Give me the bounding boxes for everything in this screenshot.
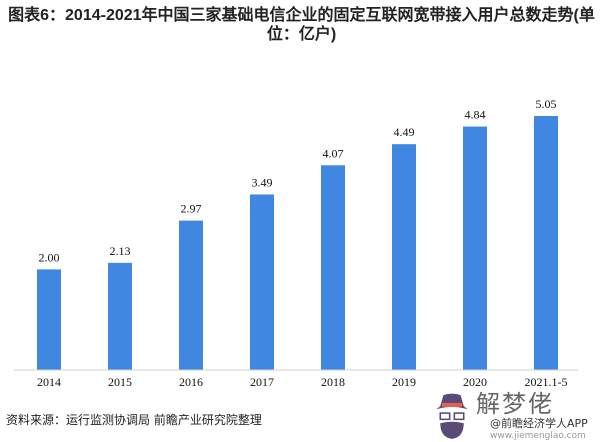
bars-group: 2.00 2014 2.13 2015 2.97 2016 3.49 2017 4.07 2018…: [37, 97, 568, 389]
data-label: 3.49: [252, 175, 273, 189]
data-label: 4.49: [394, 125, 415, 139]
source-note: 资料来源：运行监测协调局 前瞻产业研究院整理: [6, 413, 262, 427]
x-tick-label: 2016: [179, 375, 203, 389]
x-tick-label: 2017: [250, 375, 274, 389]
x-tick-label: 2019: [392, 375, 416, 389]
data-label: 4.84: [465, 108, 486, 122]
x-tick-label: 2018: [321, 375, 345, 389]
data-label: 4.07: [323, 146, 344, 160]
watermark-brand: 解梦佬: [476, 390, 554, 418]
x-tick-label: 2015: [108, 375, 132, 389]
bar-2017: [250, 194, 274, 370]
mascot-logo-icon: [436, 393, 468, 439]
watermark-handle: @前瞻经济学人APP: [490, 417, 588, 430]
data-label: 2.97: [181, 202, 202, 216]
data-label: 2.00: [39, 250, 60, 264]
bar-2018: [321, 165, 345, 370]
bar-2020: [463, 126, 487, 370]
bar-2016: [179, 220, 203, 370]
data-label: 2.13: [110, 244, 131, 258]
x-tick-label: 2020: [463, 375, 487, 389]
bar-2015: [108, 262, 132, 370]
chart-title: 图表6：2014-2021年中国三家基础电信企业的固定互联网宽带接入用户总数走势…: [8, 7, 595, 43]
watermark: 解梦佬 @前瞻经济学人APP www.jiemenglao.com: [430, 392, 603, 442]
bar-2014: [37, 269, 61, 370]
watermark-url: www.jiemenglao.com: [490, 431, 586, 441]
data-label: 5.05: [536, 97, 557, 111]
x-tick-label: 2014: [37, 375, 61, 389]
bar-2021.1-5: [534, 116, 558, 370]
x-tick-label: 2021.1-5: [525, 375, 568, 389]
bar-2019: [392, 144, 416, 370]
